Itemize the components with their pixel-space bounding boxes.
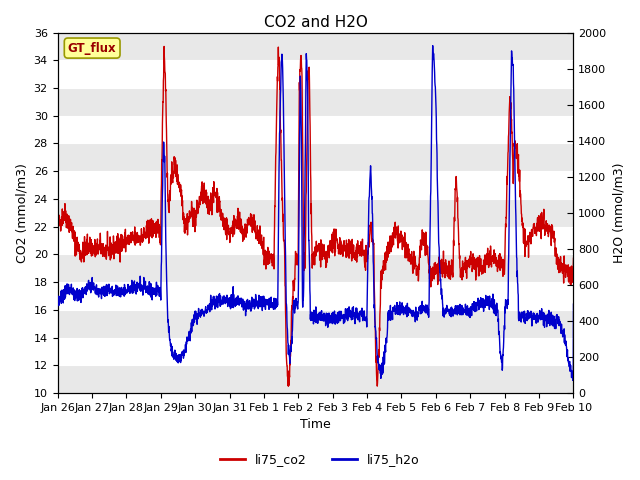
Y-axis label: CO2 (mmol/m3): CO2 (mmol/m3) <box>15 163 28 263</box>
Bar <box>58 199 573 227</box>
Y-axis label: H2O (mmol/m3): H2O (mmol/m3) <box>612 163 625 263</box>
Legend: li75_co2, li75_h2o: li75_co2, li75_h2o <box>215 448 425 471</box>
Text: GT_flux: GT_flux <box>68 42 116 55</box>
Bar <box>58 254 573 282</box>
Bar <box>58 33 573 60</box>
Bar <box>58 310 573 337</box>
Bar <box>58 88 573 116</box>
X-axis label: Time: Time <box>300 419 331 432</box>
Bar <box>58 144 573 171</box>
Bar <box>58 365 573 393</box>
Title: CO2 and H2O: CO2 and H2O <box>264 15 367 30</box>
